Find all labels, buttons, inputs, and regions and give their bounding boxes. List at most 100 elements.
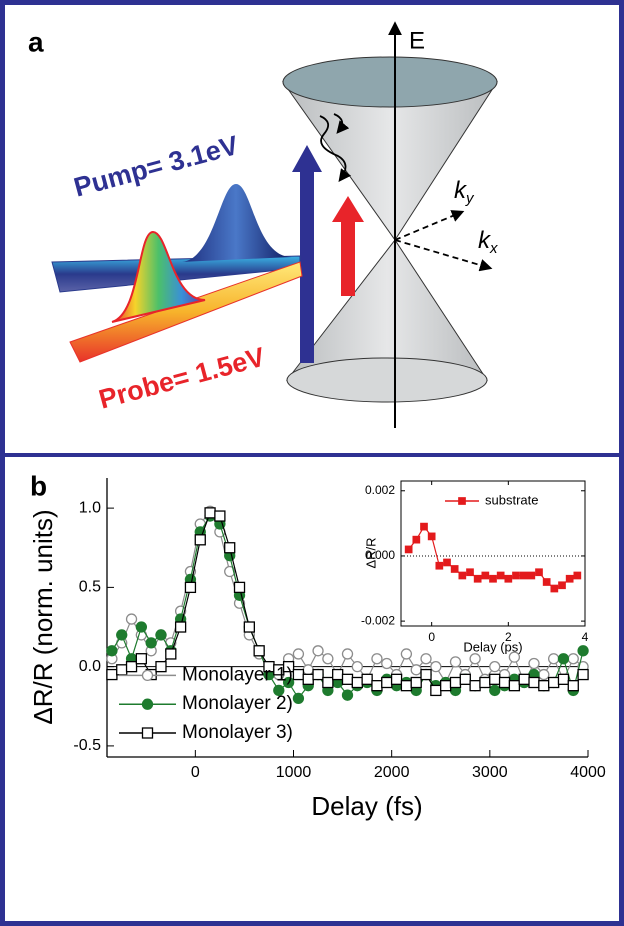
data-point <box>273 684 285 697</box>
x-axis-label: Delay (ps) <box>463 639 522 654</box>
ky-arrow <box>394 210 465 241</box>
y-tick-label: 0.002 <box>365 483 395 497</box>
data-point <box>547 653 560 665</box>
legend-entry: Monolayer 1) <box>119 664 293 685</box>
data-point <box>106 668 118 681</box>
data-point <box>412 535 421 544</box>
data-point <box>302 664 314 676</box>
data-point <box>174 621 187 633</box>
data-point <box>519 571 528 580</box>
data-point <box>302 673 314 685</box>
data-point <box>498 676 511 689</box>
data-point <box>145 637 157 649</box>
data-point <box>322 653 334 665</box>
data-point <box>381 676 393 689</box>
data-point <box>351 660 363 673</box>
data-point <box>558 581 566 590</box>
data-point <box>489 673 501 685</box>
data-point <box>473 574 482 583</box>
legend-label: substrate <box>485 492 538 507</box>
data-point <box>292 648 305 660</box>
data-point <box>155 660 167 673</box>
data-point <box>450 565 459 573</box>
data-point <box>404 545 413 554</box>
data-point <box>449 676 462 689</box>
data-point <box>361 673 373 685</box>
ky-label: ky <box>454 177 475 207</box>
data-point <box>292 692 305 704</box>
y-axis-label: ΔR/R <box>363 537 378 568</box>
data-point <box>496 571 505 580</box>
data-point <box>400 680 413 692</box>
data-point <box>538 680 550 692</box>
probe-arrow <box>332 196 364 296</box>
upper-cone-top <box>282 56 498 108</box>
x-tick-label: 1000 <box>276 764 312 781</box>
y-tick-label: 0.0 <box>79 658 101 675</box>
data-point <box>504 574 513 583</box>
data-point <box>518 673 530 685</box>
data-point <box>489 574 497 583</box>
data-point <box>420 522 428 531</box>
data-point <box>538 668 550 681</box>
legend-label: Monolayer 3) <box>182 722 293 743</box>
data-point <box>282 676 295 689</box>
data-point <box>155 629 167 641</box>
legend-entry: substrate <box>445 492 538 507</box>
data-point <box>577 645 589 657</box>
data-point <box>400 648 413 660</box>
legend-marker <box>141 698 154 710</box>
data-point <box>125 613 138 625</box>
plot-frame <box>400 480 586 627</box>
data-point <box>204 507 216 519</box>
legend-label: Monolayer 2) <box>182 693 293 714</box>
data-point <box>508 651 521 663</box>
data-point <box>282 660 295 673</box>
data-point <box>443 558 451 567</box>
data-point <box>224 542 236 554</box>
pump-arrow <box>292 145 322 363</box>
probe-beam <box>69 261 303 363</box>
data-point <box>292 668 305 681</box>
data-point <box>550 584 559 593</box>
data-point <box>371 653 383 665</box>
ky-main: k <box>454 177 468 204</box>
data-point <box>535 568 543 577</box>
data-point <box>322 676 334 689</box>
pump-label: Pump= 3.1eV <box>71 130 242 203</box>
kx-label: kx <box>478 227 498 257</box>
data-point <box>135 621 148 633</box>
y-tick-label: 0.5 <box>79 579 101 596</box>
data-point <box>253 645 265 657</box>
kx-main: k <box>478 227 492 254</box>
series <box>106 507 589 697</box>
legend-entry: Monolayer 3) <box>119 722 293 743</box>
data-point <box>341 673 354 685</box>
y-axis-label: ΔR/R (norm. units) <box>28 509 58 724</box>
data-point <box>435 561 444 570</box>
data-point <box>458 571 467 580</box>
data-point <box>573 571 582 580</box>
x-tick-label: 0 <box>191 764 200 781</box>
data-point <box>469 680 481 692</box>
data-point <box>184 581 197 594</box>
data-point <box>489 684 501 697</box>
data-point <box>390 673 403 685</box>
panel-a: a E ky kx Pump= 3.1eV Probe= 1.5eV <box>28 21 498 428</box>
data-point <box>542 578 551 586</box>
energy-label: E <box>409 27 425 54</box>
data-point <box>489 660 501 673</box>
data-point <box>116 664 128 676</box>
data-point <box>567 653 579 665</box>
data-point <box>557 673 570 685</box>
data-point <box>341 689 354 701</box>
y-tick-label: 0.000 <box>365 548 395 562</box>
data-point <box>351 676 363 689</box>
y-tick-label: 1.0 <box>79 499 101 516</box>
data-point <box>430 684 442 697</box>
data-point <box>427 532 436 541</box>
data-point <box>528 657 540 670</box>
relaxation-arrow <box>319 115 352 183</box>
data-point <box>233 581 246 594</box>
